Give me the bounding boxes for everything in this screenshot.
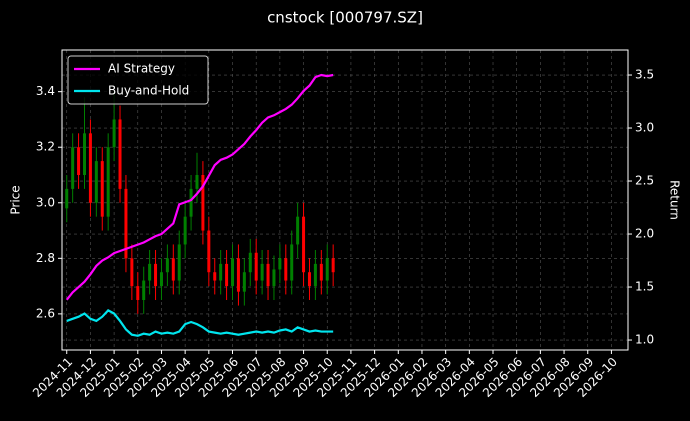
candle-body xyxy=(106,147,110,217)
candle-body xyxy=(154,263,158,287)
candle-body xyxy=(219,263,223,281)
y-tick-label: 2.6 xyxy=(36,306,55,320)
candle-body xyxy=(112,119,116,148)
candle-body xyxy=(331,258,335,273)
y-tick-label: 2.8 xyxy=(36,251,55,265)
y-tick-label: 3.4 xyxy=(36,84,55,98)
candle-body xyxy=(142,280,146,300)
candle-body xyxy=(183,216,187,245)
candle-body xyxy=(124,188,128,259)
candle-body xyxy=(171,258,175,281)
candle-body xyxy=(130,258,134,287)
y2-tick-label: 1.0 xyxy=(635,333,654,347)
candle-body xyxy=(278,258,282,270)
candle-body xyxy=(302,216,306,273)
candle-body xyxy=(189,188,193,217)
y2-tick-label: 2.0 xyxy=(635,227,654,241)
legend-label: Buy-and-Hold xyxy=(108,84,189,98)
plot-frame xyxy=(61,49,629,351)
candle-body xyxy=(88,133,92,203)
candle-body xyxy=(65,188,69,209)
candle-body xyxy=(254,252,258,281)
candle-body xyxy=(284,258,288,281)
y-axis-label: Price xyxy=(9,185,23,214)
candle-body xyxy=(248,252,252,273)
candle-body xyxy=(177,244,181,281)
candle-body xyxy=(77,147,81,175)
candle-body xyxy=(148,263,152,281)
candle-body xyxy=(290,244,294,281)
candle-body xyxy=(319,263,323,281)
candle-body xyxy=(272,269,276,287)
candle-body xyxy=(118,119,122,189)
y2-tick-label: 1.5 xyxy=(635,280,654,294)
y-tick-label: 3.2 xyxy=(36,140,55,154)
candle-body xyxy=(201,175,205,231)
candle-body xyxy=(225,263,229,287)
candle-body xyxy=(231,258,235,287)
candle-body xyxy=(213,272,217,281)
legend-box xyxy=(67,55,209,105)
y2-tick-label: 3.0 xyxy=(635,121,654,135)
legend-label: AI Strategy xyxy=(108,62,175,76)
candle-body xyxy=(100,161,104,217)
candle-body xyxy=(71,147,75,189)
series-line xyxy=(66,308,334,337)
series-line xyxy=(65,73,334,301)
candle-body xyxy=(296,216,300,245)
candle-body xyxy=(165,258,169,273)
y-tick-label: 3.0 xyxy=(36,195,55,209)
candle-body xyxy=(136,286,140,300)
y2-axis-label: Return xyxy=(668,180,682,220)
y2-tick-label: 2.5 xyxy=(635,174,654,188)
candle-body xyxy=(266,263,270,287)
candle-body xyxy=(242,272,246,292)
candle-body xyxy=(94,161,98,203)
candle-body xyxy=(307,272,311,287)
y2-tick-label: 3.5 xyxy=(635,68,654,82)
candle-body xyxy=(82,133,86,175)
chart-title: cnstock [000797.SZ] xyxy=(267,9,423,27)
candle-body xyxy=(195,175,199,189)
candle-body xyxy=(260,263,264,281)
candle-body xyxy=(236,258,240,292)
candle-body xyxy=(313,263,317,287)
candle-body xyxy=(207,230,211,273)
candle-body xyxy=(159,272,163,287)
candle-body xyxy=(325,258,329,281)
